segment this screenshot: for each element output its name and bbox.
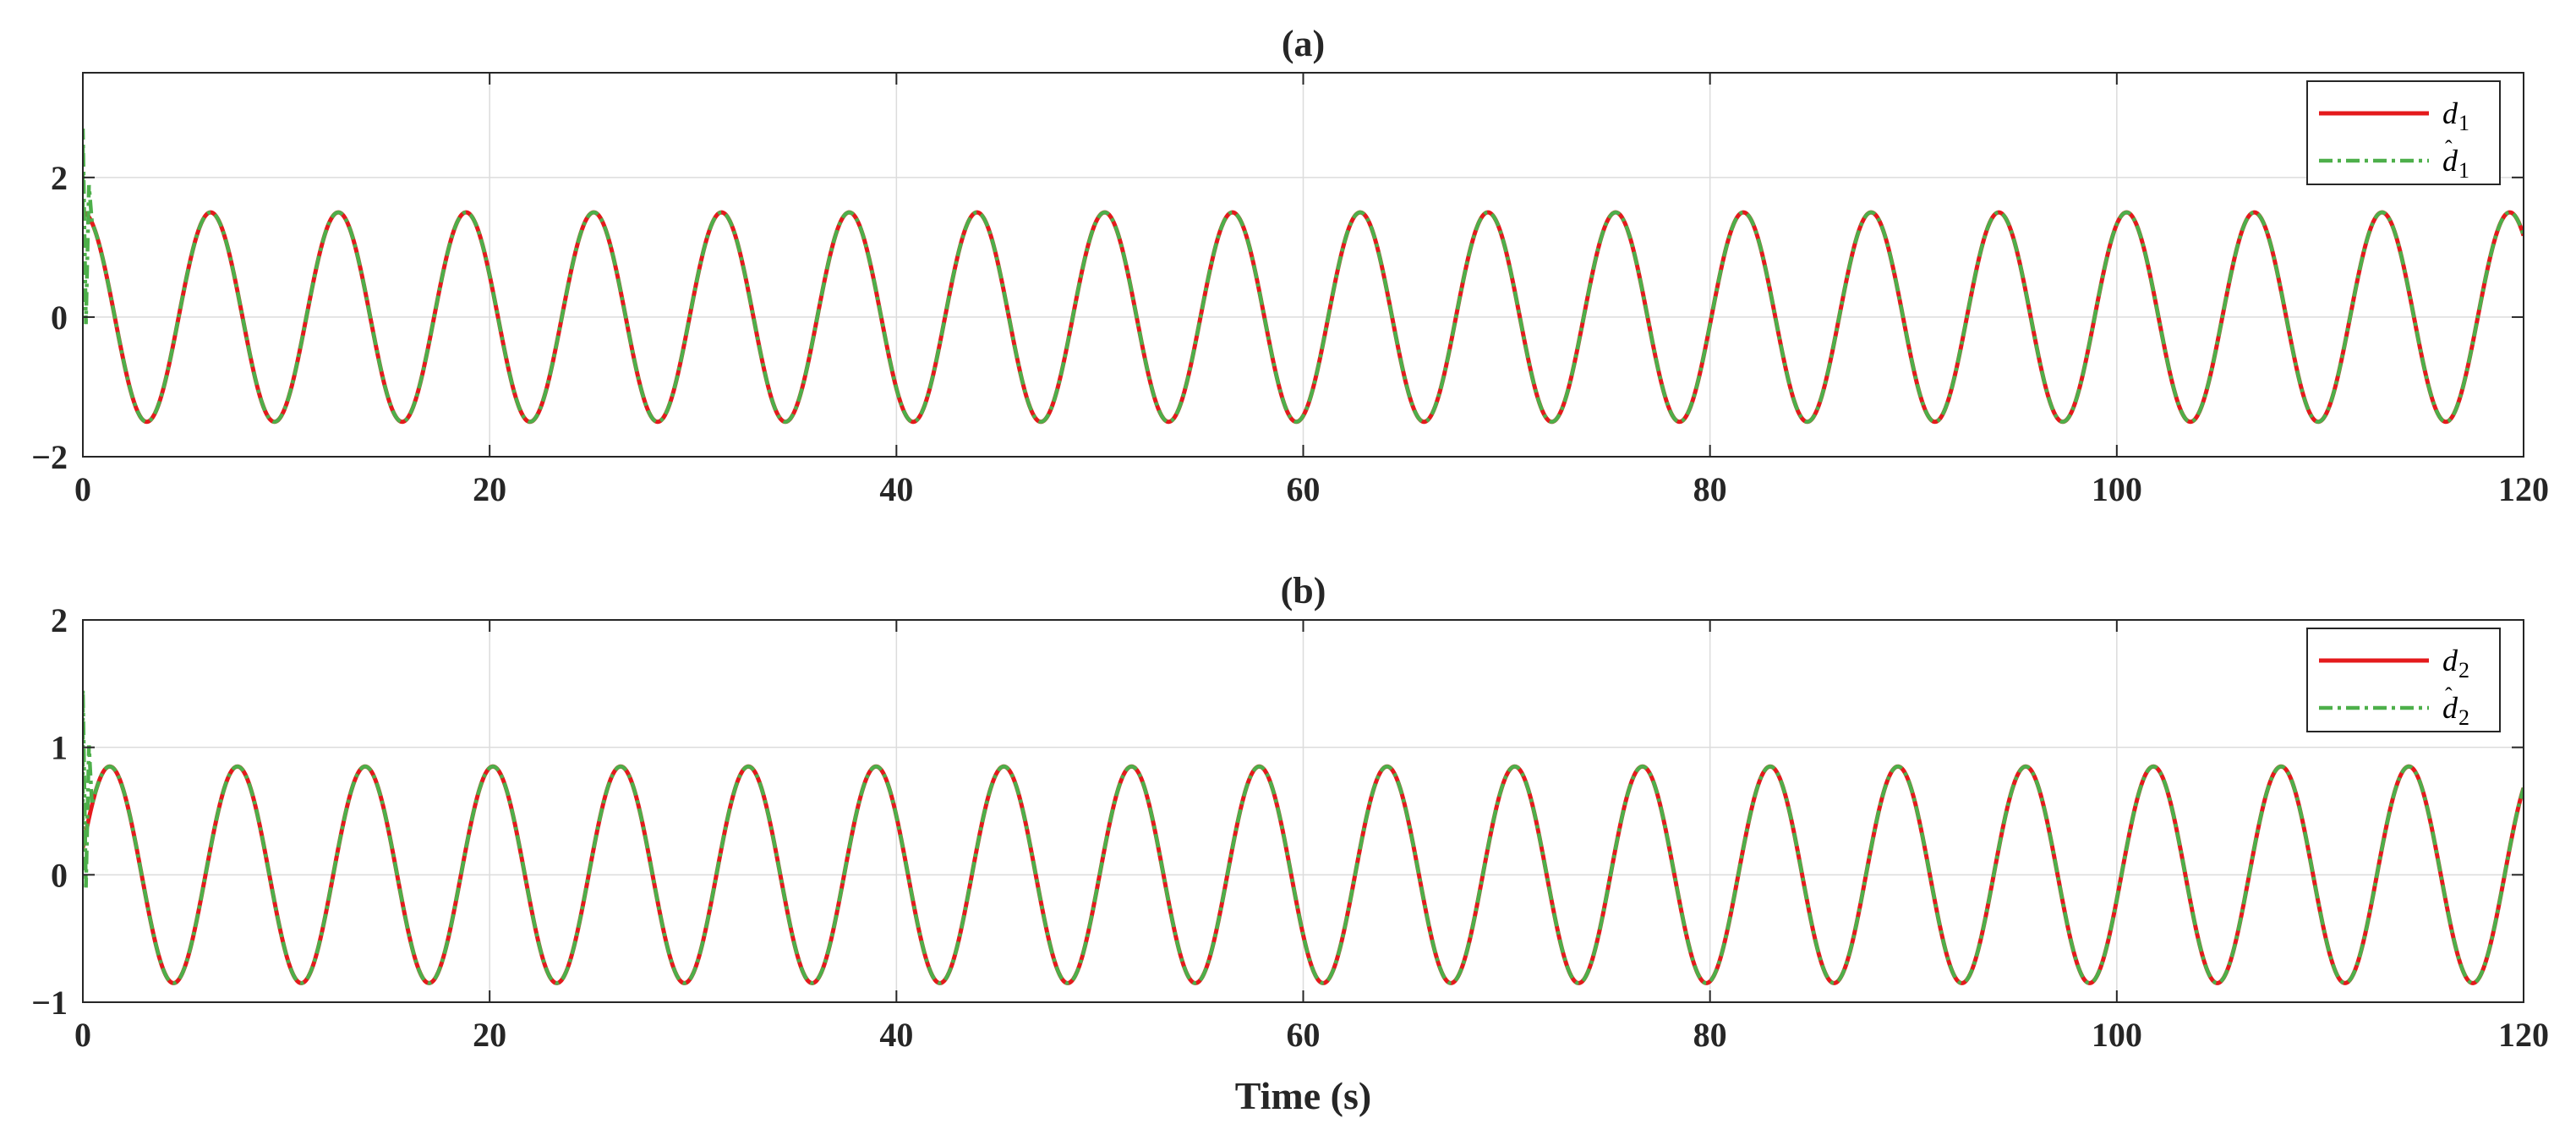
x-tick-label: 0 bbox=[74, 1016, 91, 1054]
y-tick-label: 2 bbox=[51, 601, 68, 639]
x-tick-label: 60 bbox=[1287, 470, 1321, 508]
x-tick-label: 80 bbox=[1693, 470, 1727, 508]
x-tick-label: 100 bbox=[2092, 1016, 2142, 1054]
y-tick-label: 1 bbox=[51, 729, 68, 767]
legend-label: d bbox=[2442, 96, 2458, 130]
x-tick-label: 100 bbox=[2092, 470, 2142, 508]
legend-label-subscript: 2 bbox=[2458, 705, 2469, 730]
y-tick-label: −1 bbox=[31, 984, 68, 1022]
legend-hat-glyph: ˆ bbox=[2445, 683, 2453, 708]
x-tick-label: 0 bbox=[74, 470, 91, 508]
legend-box bbox=[2306, 80, 2501, 185]
x-tick-label: 40 bbox=[879, 1016, 913, 1054]
x-tick-label: 120 bbox=[2498, 1016, 2549, 1054]
legend-hat-glyph: ˆ bbox=[2445, 136, 2453, 161]
x-tick-label: 20 bbox=[473, 470, 506, 508]
panel-title: (a) bbox=[1282, 23, 1325, 64]
y-tick-label: −2 bbox=[31, 438, 68, 476]
x-axis-label: Time (s) bbox=[1235, 1074, 1371, 1117]
legend-label-subscript: 1 bbox=[2458, 111, 2469, 135]
legend-label-subscript: 1 bbox=[2458, 158, 2469, 183]
x-tick-label: 120 bbox=[2498, 470, 2549, 508]
series-line-d1-hat bbox=[83, 129, 2524, 424]
legend-label: d bbox=[2442, 144, 2458, 178]
y-tick-label: 2 bbox=[51, 159, 68, 197]
legend-label: d bbox=[2442, 644, 2458, 677]
legend-box bbox=[2306, 628, 2501, 732]
x-tick-label: 40 bbox=[879, 470, 913, 508]
panel-title: (b) bbox=[1281, 570, 1326, 611]
legend: d 1ˆd 1 bbox=[2306, 80, 2501, 185]
legend: d 2ˆd 2 bbox=[2306, 628, 2501, 732]
x-tick-label: 20 bbox=[473, 1016, 506, 1054]
x-tick-label: 60 bbox=[1287, 1016, 1321, 1054]
series-line-d2-hat bbox=[83, 689, 2524, 985]
legend-label: d bbox=[2442, 691, 2458, 725]
y-tick-label: 0 bbox=[51, 299, 68, 337]
legend-label-subscript: 2 bbox=[2458, 658, 2469, 683]
y-tick-label: 0 bbox=[51, 856, 68, 894]
x-tick-label: 80 bbox=[1693, 1016, 1727, 1054]
